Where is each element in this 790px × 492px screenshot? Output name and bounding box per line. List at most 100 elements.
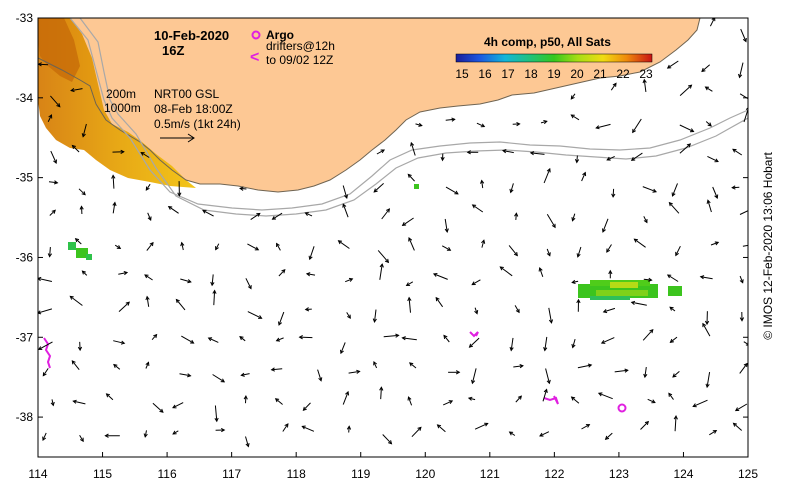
- current-arrow: [305, 212, 313, 217]
- current-arrow: [106, 393, 114, 401]
- current-arrow: [606, 244, 612, 253]
- current-arrow-head: [519, 364, 524, 369]
- current-arrow: [643, 216, 648, 223]
- current-arrow: [513, 365, 523, 368]
- sst-pixel: [414, 184, 419, 189]
- current-arrow-head: [668, 201, 673, 207]
- current-arrow-head: [538, 267, 543, 272]
- current-arrow-head: [379, 263, 384, 268]
- current-arrow-head: [340, 349, 344, 355]
- current-arrow: [47, 114, 52, 123]
- current-arrow: [239, 336, 246, 342]
- current-arrow-head: [624, 368, 629, 373]
- current-arrow-head: [388, 440, 393, 445]
- current-arrow-head: [401, 221, 407, 227]
- current-arrow: [543, 168, 551, 184]
- current-arrow-head: [79, 437, 84, 443]
- current-arrow: [644, 367, 647, 378]
- x-tick-label: 123: [609, 467, 629, 481]
- colorbar-tick-label: 16: [478, 67, 492, 81]
- current-arrow-head: [513, 252, 518, 257]
- current-arrow: [515, 213, 517, 220]
- current-arrow: [732, 148, 743, 156]
- current-arrow-head: [210, 281, 215, 287]
- current-arrow-head: [466, 150, 471, 155]
- current-arrow: [672, 183, 678, 197]
- current-arrow: [345, 278, 353, 283]
- current-arrow-head: [256, 212, 261, 217]
- current-arrow-head: [111, 174, 116, 179]
- current-arrow: [276, 337, 284, 342]
- current-arrow-head: [187, 373, 192, 378]
- current-arrow-head: [38, 276, 42, 282]
- current-arrow-head: [515, 308, 520, 314]
- current-arrow: [247, 243, 259, 251]
- current-arrow: [679, 84, 692, 96]
- analysis-label: NRT00 GSL: [154, 87, 219, 101]
- current-arrow-head: [501, 149, 507, 154]
- current-arrow: [379, 264, 383, 280]
- drifter-legend-icon: <: [250, 49, 259, 66]
- current-arrow: [471, 368, 477, 384]
- current-arrow-head: [401, 336, 406, 341]
- current-arrow: [445, 186, 459, 195]
- current-arrow: [672, 371, 680, 378]
- current-arrow: [113, 340, 125, 344]
- current-arrow-head: [516, 121, 521, 127]
- current-arrow: [508, 245, 518, 256]
- current-arrow: [278, 269, 286, 277]
- current-arrow: [151, 334, 157, 341]
- y-tick-label: -33: [16, 11, 34, 25]
- current-arrow: [631, 152, 643, 161]
- current-arrow-head: [145, 295, 150, 301]
- current-arrow-head: [74, 237, 80, 243]
- current-arrow: [701, 64, 711, 72]
- drifter-tracks: [43, 331, 559, 405]
- current-arrow-head: [571, 217, 576, 222]
- current-arrow-head: [254, 246, 260, 251]
- current-arrow: [402, 337, 417, 341]
- current-arrow-head: [220, 427, 226, 433]
- plot-frame: [37, 17, 749, 458]
- current-arrow: [271, 368, 283, 371]
- current-arrow: [632, 118, 642, 133]
- current-arrow: [276, 243, 281, 251]
- current-arrow: [282, 423, 289, 432]
- current-arrow-head: [454, 190, 459, 195]
- current-arrow-head: [407, 396, 412, 401]
- current-arrow-head: [123, 271, 129, 276]
- isobath-label-1000m: 1000m: [104, 101, 141, 115]
- sst-patch-east: [578, 280, 682, 300]
- current-arrow-head: [302, 406, 307, 411]
- current-arrow-head: [343, 194, 348, 200]
- current-arrow-head: [732, 422, 738, 427]
- current-arrow-head: [643, 373, 648, 379]
- current-arrow-head: [304, 307, 310, 312]
- current-arrow: [669, 202, 680, 214]
- current-arrow: [82, 123, 87, 137]
- current-arrow: [383, 334, 399, 338]
- current-arrow: [545, 368, 550, 384]
- current-arrow: [408, 396, 413, 406]
- y-tick-label: -38: [16, 410, 34, 424]
- current-arrow-head: [440, 156, 445, 162]
- x-tick-label: 115: [93, 467, 112, 481]
- current-arrow-head: [385, 208, 391, 213]
- current-arrow-head: [705, 383, 710, 389]
- sst-cool-strip: [38, 18, 80, 82]
- drifter-legend-line2: to 09/02 12Z: [266, 53, 333, 67]
- current-arrow-head: [247, 285, 252, 290]
- current-arrow-head: [145, 361, 150, 366]
- current-arrow-head: [149, 241, 154, 247]
- current-arrow: [631, 301, 647, 306]
- current-arrow-head: [509, 346, 514, 352]
- current-arrow: [342, 391, 349, 405]
- current-arrow-head: [745, 107, 748, 110]
- current-arrow-head: [699, 275, 705, 280]
- current-arrow: [306, 273, 316, 276]
- current-arrow: [48, 181, 58, 184]
- current-arrow: [409, 362, 417, 369]
- current-arrow: [348, 370, 360, 374]
- current-arrow-head: [180, 241, 185, 247]
- current-arrow: [180, 278, 191, 283]
